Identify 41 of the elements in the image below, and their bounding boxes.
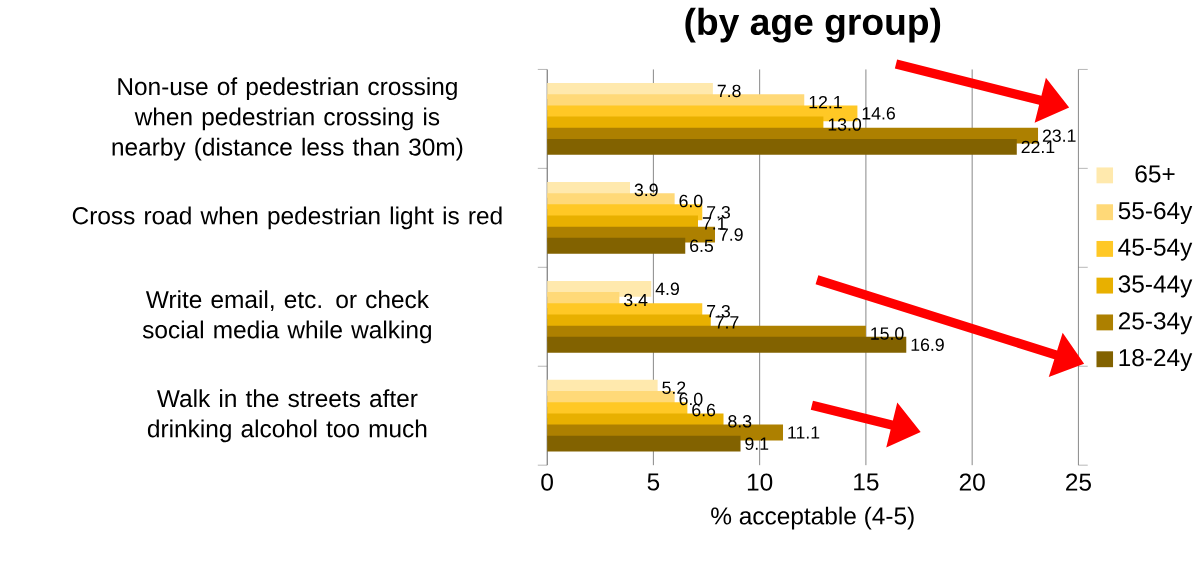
x-tick-label: 10: [747, 473, 773, 491]
data-label: 3.9: [634, 183, 658, 197]
data-label: 7.7: [715, 316, 739, 329]
data-label: 11.1: [788, 426, 820, 439]
bar: [547, 435, 741, 452]
legend-label: 25-34y: [1118, 312, 1193, 335]
data-label: 7.9: [719, 228, 743, 241]
y-tick-label: Cross road when pedestrian light is red: [72, 206, 502, 230]
x-tick-label: 20: [959, 473, 985, 491]
y-tick-label: Write email, etc. or check social media while walking: [142, 290, 431, 344]
y-tick-label: Non-use of pedestrian crossing when pedestrian crossing is nearby (distance less than 30m): [112, 77, 463, 161]
data-label: 16.9: [911, 338, 944, 351]
data-label: 7.1: [702, 217, 726, 230]
data-label: 6.5: [690, 239, 714, 252]
data-label: 7.3: [707, 304, 731, 318]
data-label: 12.1: [809, 95, 842, 109]
legend-label: 55-64y: [1118, 201, 1193, 224]
data-label: 7.3: [707, 205, 731, 219]
data-label: 5.2: [662, 381, 686, 394]
x-tick-label: 15: [854, 473, 879, 491]
x-tick-label: 25: [1066, 473, 1091, 491]
bar: [547, 138, 1017, 155]
legend-label: 18-24y: [1119, 348, 1193, 372]
data-label: 13.0: [828, 118, 862, 131]
data-label: 9.1: [745, 437, 769, 450]
x-axis-title: % acceptable (4-5): [711, 506, 914, 530]
data-label: 8.3: [728, 414, 752, 428]
legend-label: 35-44y: [1118, 275, 1193, 298]
data-label: 4.9: [655, 282, 679, 296]
data-label: 14.6: [862, 106, 895, 120]
chart-title: (by age group): [685, 7, 941, 43]
data-label: 22.1: [1021, 140, 1055, 153]
legend-label: 65+: [1135, 165, 1175, 183]
x-tick-label: 0: [541, 473, 553, 491]
y-tick-label: Walk in the streets after drinking alcohol too much: [147, 389, 427, 443]
data-label: 7.8: [717, 84, 741, 98]
data-label: 15.0: [871, 327, 904, 340]
legend-label: 45-54y: [1118, 238, 1193, 261]
data-label: 23.1: [1042, 129, 1076, 142]
bar: [547, 237, 686, 254]
x-tick-label: 5: [647, 473, 660, 491]
